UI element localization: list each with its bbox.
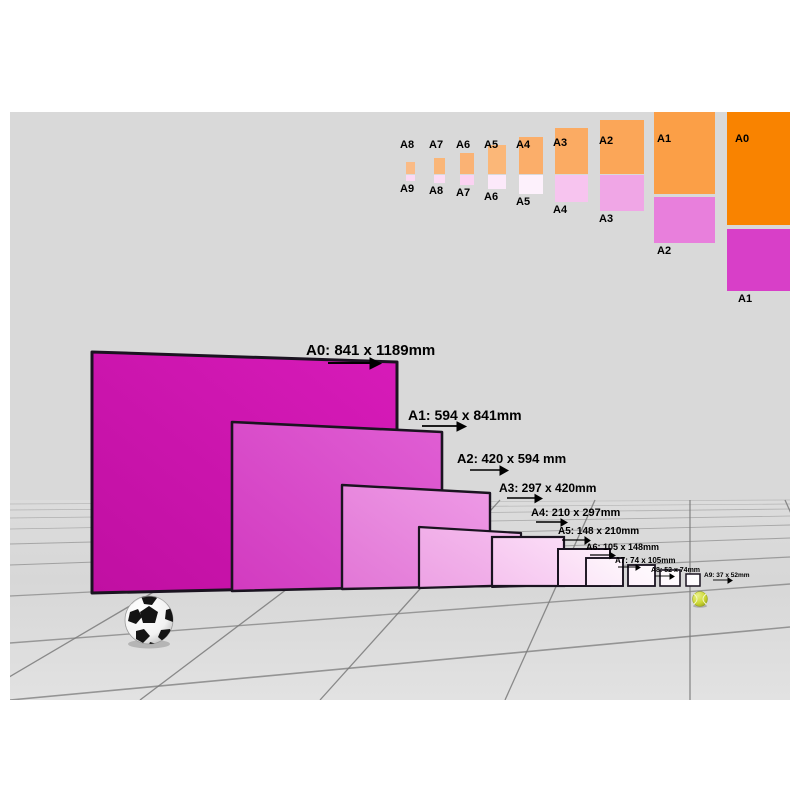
stack-label-A8-top: A8 <box>400 139 415 151</box>
stack-rect-A8-bottom[interactable] <box>434 175 445 183</box>
stack-rect-A3-bottom[interactable] <box>600 175 644 211</box>
arrow-A1 <box>422 421 468 432</box>
stack-label-A8-bottom: A8 <box>429 185 444 197</box>
stack-rect-A6-bottom[interactable] <box>488 175 506 189</box>
tennis-ball <box>692 591 708 608</box>
scene-svg <box>10 112 790 700</box>
sheet-A7-front[interactable] <box>627 564 656 587</box>
arrow-A8 <box>655 573 675 580</box>
sheet-label-A8: A8: 52 x 74mm <box>651 567 701 574</box>
stack-rect-A7-top[interactable] <box>434 158 445 174</box>
tennis-ball-seam-right <box>702 593 707 605</box>
stack-label-A1-bottom: A1 <box>738 293 753 305</box>
stack-rect-A1-top[interactable] <box>654 112 715 194</box>
stack-label-A7-top: A7 <box>429 139 444 151</box>
stack-label-A5-bottom: A5 <box>516 196 531 208</box>
soccer-ball-highlight <box>131 596 168 605</box>
tennis-ball-body <box>692 591 708 607</box>
stack-label-A1-top: A1 <box>657 133 672 145</box>
sheet-label-A2: A2: 420 x 594 mm <box>457 451 567 466</box>
stack-rect-A5-bottom[interactable] <box>519 175 543 194</box>
stack-label-A4-bottom: A4 <box>553 204 568 216</box>
stack-rect-A0-top[interactable] <box>727 112 790 225</box>
sheet-label-A3: A3: 297 x 420mm <box>499 481 597 495</box>
stack-label-A2-bottom: A2 <box>657 245 672 257</box>
arrow-A2 <box>470 465 510 476</box>
arrow-A0 <box>328 357 383 370</box>
stack-rect-A4-bottom[interactable] <box>555 175 588 202</box>
stack-rect-A6-top[interactable] <box>460 153 474 174</box>
stack-rect-A5-top[interactable] <box>488 145 506 174</box>
stack-rect-A4-top[interactable] <box>519 137 543 174</box>
nesting-stack <box>406 112 790 291</box>
stack-rect-A3-top[interactable] <box>555 128 588 174</box>
sheet-A9-front[interactable] <box>685 573 701 587</box>
arrow-A5 <box>562 536 591 545</box>
arrow-A9 <box>713 577 733 584</box>
stack-rect-A7-bottom[interactable] <box>460 175 474 185</box>
stack-rect-A1-bottom[interactable] <box>727 229 790 291</box>
sheet-A4-front[interactable] <box>490 535 566 588</box>
arrow-A7 <box>618 564 641 571</box>
stack-label-A9-bottom: A9 <box>400 183 415 195</box>
stack-rect-A9-bottom[interactable] <box>406 175 415 181</box>
stack-label-A0-top: A0 <box>735 133 750 145</box>
sheet-label-A0: A0: 841 x 1189mm <box>306 342 436 359</box>
stack-label-A7-bottom: A7 <box>456 187 471 199</box>
stack-label-A5-top: A5 <box>484 139 499 151</box>
stack-label-A3-top: A3 <box>553 137 568 149</box>
sheet-label-A4: A4: 210 x 297mm <box>531 507 621 519</box>
stack-label-A2-top: A2 <box>599 135 614 147</box>
soccer-ball <box>124 595 174 649</box>
arrow-A4 <box>536 518 568 527</box>
stack-rect-A2-top[interactable] <box>600 120 644 174</box>
sheet-label-A1: A1: 594 x 841mm <box>408 407 522 423</box>
scene-canvas: A8 A9 A7 A8 A6 A7 A5 A6 A4 A5 A3 A4 A2 A… <box>10 112 790 700</box>
arrow-A3 <box>507 493 544 504</box>
perspective-sheets <box>90 350 612 595</box>
sheet-label-A7: A7: 74 x 105mm <box>615 556 676 565</box>
perspective-sheets-small <box>490 535 701 588</box>
stack-label-A4-top: A4 <box>516 139 531 151</box>
stack-rect-A2-bottom[interactable] <box>654 197 715 243</box>
sheet-A6-front[interactable] <box>585 557 624 587</box>
sheet-label-A9: A9: 37 x 52mm <box>704 572 750 579</box>
label-arrows <box>328 357 733 584</box>
sheet-label-A5: A5: 148 x 210mm <box>558 526 640 537</box>
arrow-A6 <box>590 551 616 560</box>
stack-rect-A8-top[interactable] <box>406 162 415 174</box>
tennis-ball-seam-left <box>693 593 698 605</box>
sheet-label-A6: A6: 105 x 148mm <box>586 542 660 552</box>
stack-label-A6-bottom: A6 <box>484 191 499 203</box>
stack-label-A3-bottom: A3 <box>599 213 614 225</box>
stack-label-A6-top: A6 <box>456 139 471 151</box>
